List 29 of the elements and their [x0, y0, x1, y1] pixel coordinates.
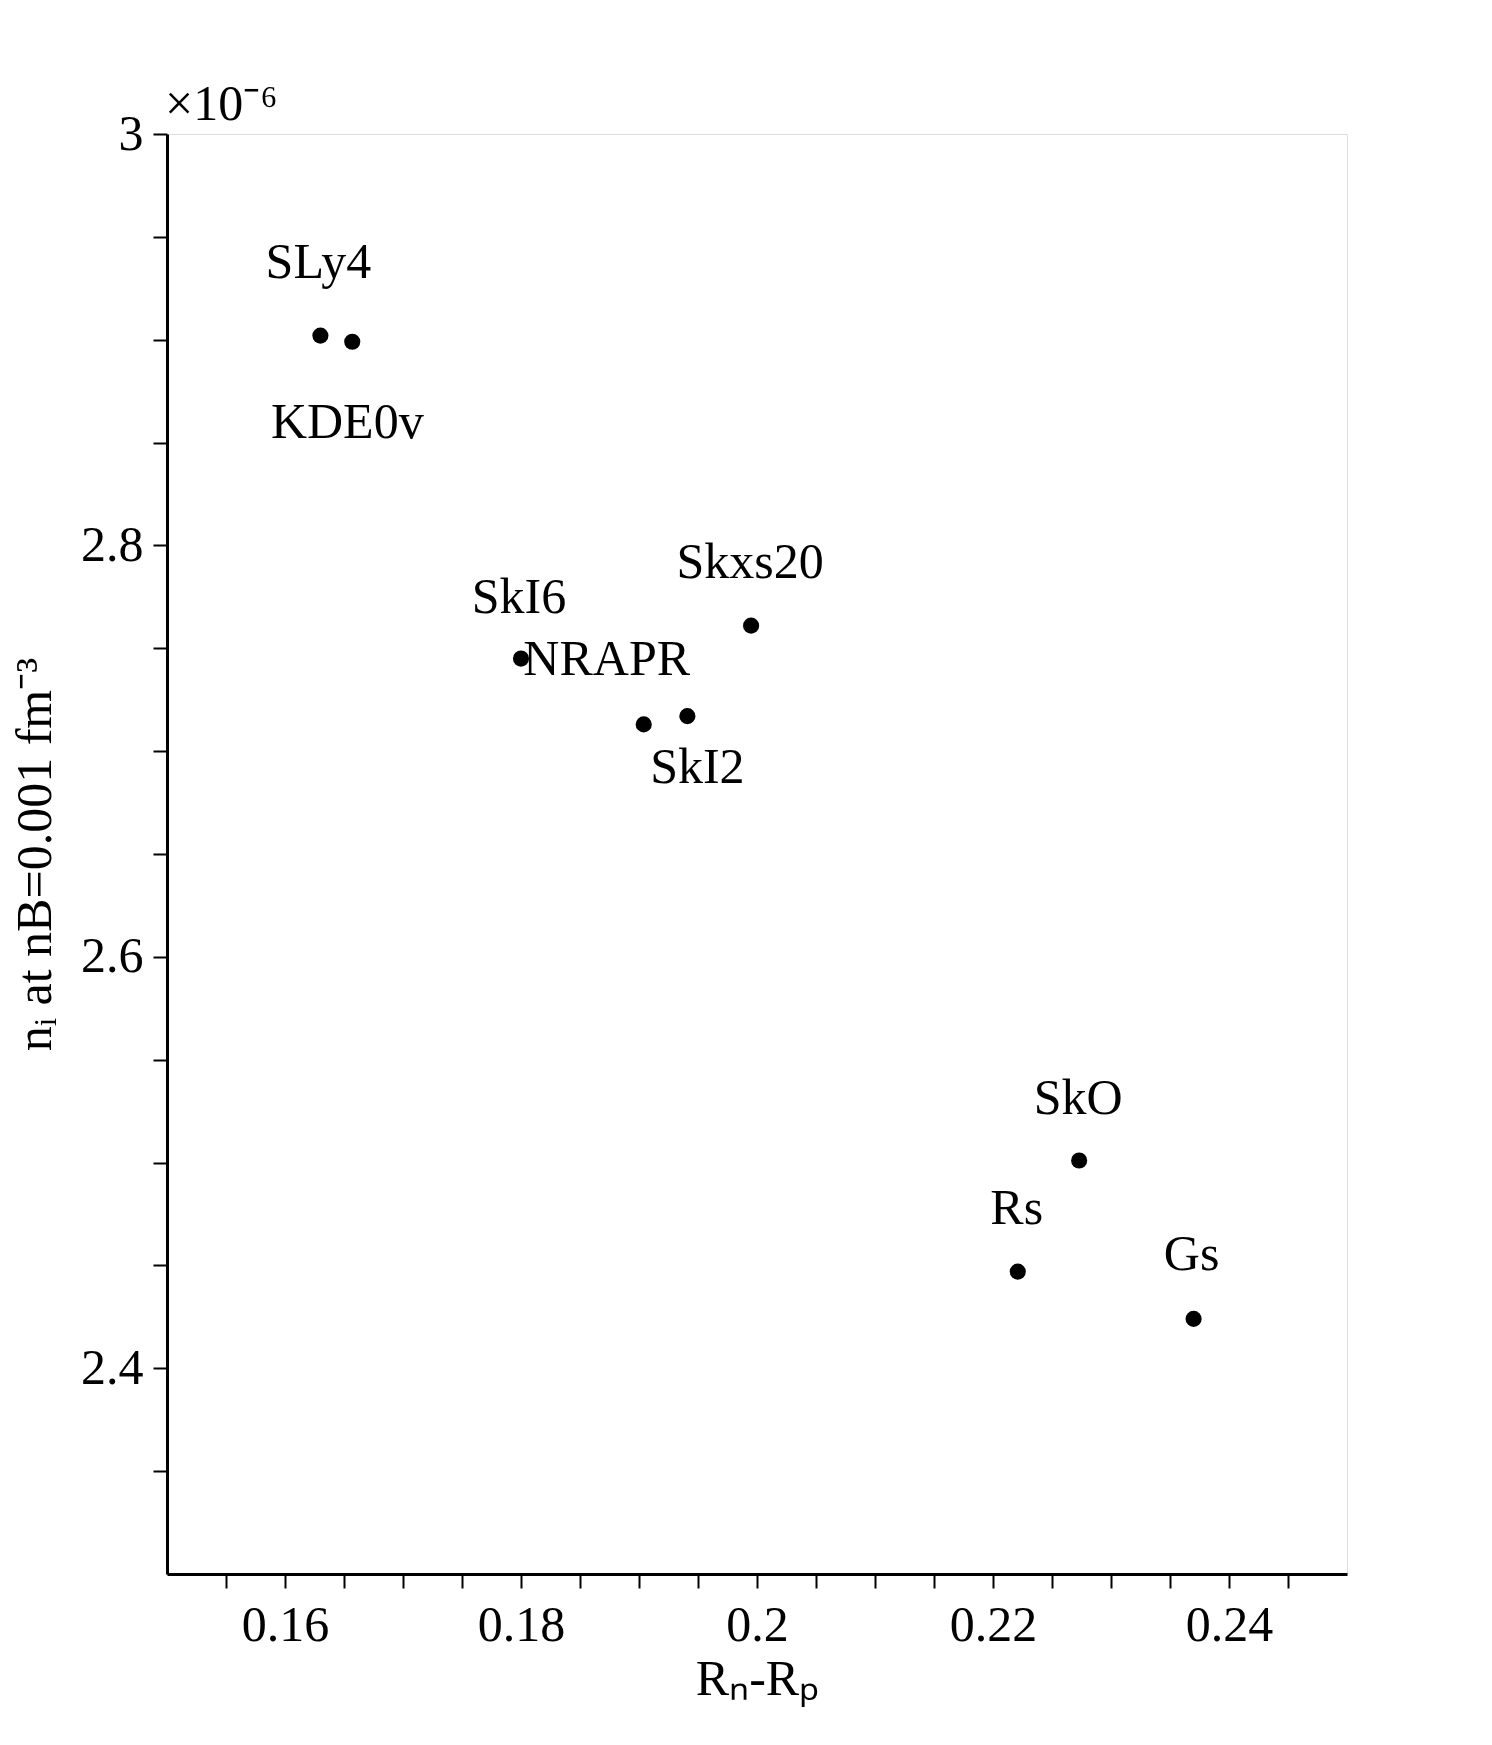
point: [1009, 1263, 1026, 1280]
point: [635, 716, 652, 733]
x-axis-title: Rₙ-Rₚ: [695, 1649, 820, 1707]
point: [312, 327, 329, 344]
annotation: Skxs20: [676, 532, 824, 589]
x-tick-label: 0.2: [726, 1595, 789, 1652]
annotation: NRAPR: [523, 630, 691, 687]
point: [743, 617, 760, 634]
annotation: Rs: [990, 1178, 1044, 1235]
y-tick-label: 2.4: [81, 1338, 144, 1395]
point: [1185, 1310, 1202, 1327]
y-tick-label: 2.8: [81, 515, 144, 572]
x-tick-label: 0.18: [477, 1595, 566, 1652]
point: [344, 333, 361, 350]
x-tick-label: 0.16: [241, 1595, 330, 1652]
annotation: SkI2: [650, 738, 745, 795]
annotation: KDE0v: [270, 392, 424, 449]
point: [679, 708, 696, 725]
text: ×10⁻⁶: [165, 75, 278, 131]
annotation: SLy4: [265, 232, 372, 289]
annotation: Gs: [1163, 1224, 1220, 1281]
y-tick-label: 3: [118, 104, 144, 161]
x-tick-label: 0.22: [949, 1595, 1038, 1652]
y-axis-title: nᵢ at nB=0.001 fm⁻³: [6, 657, 62, 1052]
annotation: SkI6: [471, 567, 567, 624]
y-tick-label: 2.6: [81, 927, 144, 984]
point: [1071, 1152, 1088, 1169]
annotation: SkO: [1033, 1068, 1123, 1125]
x-tick-label: 0.24: [1185, 1595, 1274, 1652]
